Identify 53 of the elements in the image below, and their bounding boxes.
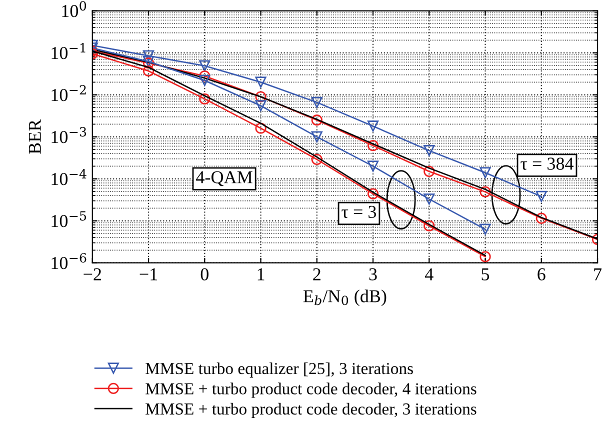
legend-label: MMSE + turbo product code decoder, 4 iterations [146, 382, 476, 398]
point [424, 145, 435, 156]
legend-label: MMSE + turbo product code decoder, 3 iterations [146, 402, 476, 418]
x-tick-label: −1 [140, 268, 158, 280]
x-tick-label: 1 [258, 268, 264, 280]
x-tick-label: 5 [482, 268, 490, 280]
point [142, 65, 154, 77]
point [311, 154, 322, 165]
point [199, 74, 210, 86]
point [424, 166, 435, 177]
point [255, 100, 266, 112]
point [199, 70, 210, 82]
point [142, 50, 154, 62]
point [536, 212, 547, 224]
y-tick-label: 10$^{−2}$ [52, 85, 86, 102]
x-tick-label: 7 [594, 268, 602, 280]
point [199, 93, 210, 104]
x-tick-label: 0 [200, 268, 208, 280]
point [367, 140, 379, 152]
annotation: τ = 384 [520, 158, 574, 170]
x-tick-label: 6 [538, 268, 546, 280]
point [367, 188, 379, 200]
x-tick-label: −2 [84, 268, 102, 280]
point [311, 131, 322, 142]
point [311, 114, 322, 126]
point [480, 224, 491, 235]
annotation: 4-QAM [196, 171, 252, 186]
y-tick-label: 10$^{−4}$ [52, 169, 86, 186]
point [199, 60, 210, 72]
point [367, 120, 379, 132]
annotation: τ = 3 [342, 206, 376, 218]
x-axis-title: E$_{b}$/N$_{0}$ (dB) [303, 290, 386, 306]
point [536, 190, 547, 202]
x-tick-label: 2 [313, 268, 320, 280]
y-axis-title: BER [28, 119, 41, 154]
point [255, 91, 266, 102]
y-tick-label: 10$^{−1}$ [52, 43, 86, 60]
point [480, 251, 491, 262]
y-tick-label: 10$^{−6}$ [52, 253, 86, 270]
point [480, 186, 491, 198]
point [424, 220, 435, 232]
point [311, 96, 322, 108]
x-tick-label: 3 [369, 268, 377, 280]
point [480, 167, 491, 178]
point [255, 76, 266, 88]
y-tick-label: 10$^{0}$ [62, 1, 86, 18]
point [367, 160, 379, 172]
x-tick-label: 4 [424, 268, 434, 280]
legend-label: MMSE turbo equalizer [25], 3 iterations [146, 362, 413, 378]
y-tick-label: 10$^{−3}$ [52, 127, 86, 144]
point [424, 193, 435, 205]
y-tick-label: 10$^{−5}$ [52, 211, 86, 228]
point [255, 122, 266, 134]
